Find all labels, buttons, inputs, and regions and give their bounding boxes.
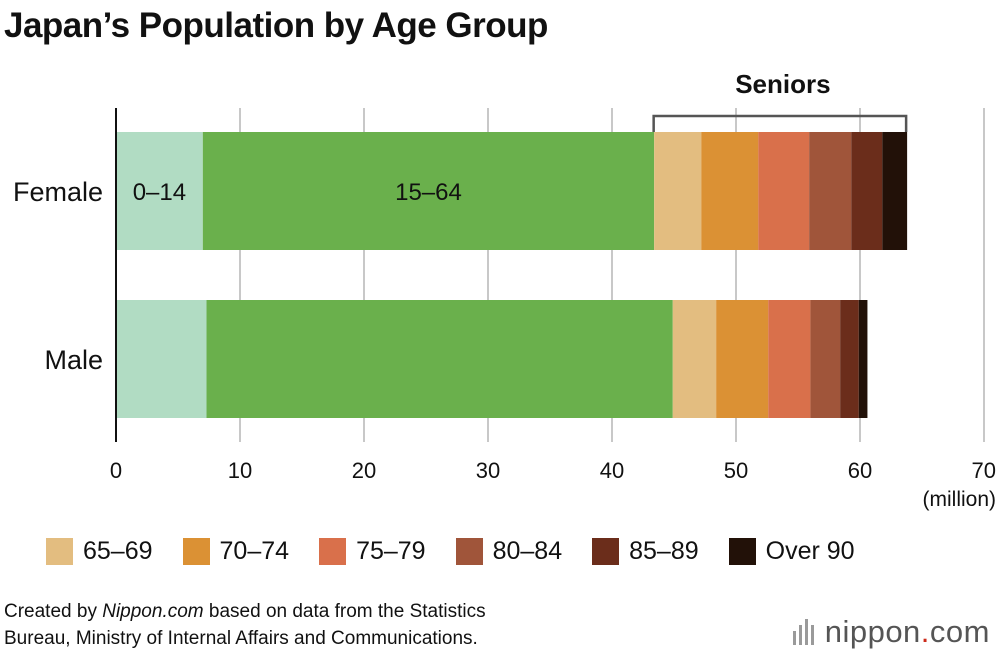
bar-male-5 xyxy=(810,300,841,418)
legend: 65–69 70–74 75–79 80–84 85–89 Over 90 xyxy=(46,537,885,566)
logo-tld: com xyxy=(929,614,990,649)
legend-item: Over 90 xyxy=(728,537,855,566)
legend-label: 65–69 xyxy=(83,537,153,565)
bar-female-4 xyxy=(758,132,810,250)
source-note: Created by Nippon.com based on data from… xyxy=(4,598,486,652)
source-line-2: Bureau, Ministry of Internal Affairs and… xyxy=(4,628,478,649)
source-prefix: Created by xyxy=(4,601,103,622)
legend-swatch xyxy=(319,538,347,565)
bar-female-7 xyxy=(882,132,908,250)
x-tick-50: 50 xyxy=(724,458,748,483)
legend-item: 80–84 xyxy=(455,537,563,566)
legend-label: 85–89 xyxy=(629,537,699,565)
category-label-female: Female xyxy=(13,177,103,207)
bar-female-6 xyxy=(851,132,883,250)
legend-item: 65–69 xyxy=(46,537,153,566)
bar-male-7 xyxy=(858,300,868,418)
bracket-label: Seniors xyxy=(735,69,830,99)
bars xyxy=(116,132,908,418)
legend-item: 75–79 xyxy=(319,537,426,566)
nippon-logo: nippon. com xyxy=(792,614,990,650)
x-tick-20: 20 xyxy=(352,458,376,483)
bar-male-6 xyxy=(840,300,859,418)
legend-label: 70–74 xyxy=(219,537,290,565)
x-tick-10: 10 xyxy=(228,458,252,483)
chart-svg: Female Male 0 10 20 30 40 50 60 70 (million) 0–14… xyxy=(13,69,996,511)
bar-male-0 xyxy=(116,300,207,418)
y-axis: Female Male xyxy=(13,108,117,442)
seniors-bracket: Seniors xyxy=(652,69,908,132)
x-tick-0: 0 xyxy=(110,458,122,483)
source-rest: based on data from the Statistics xyxy=(203,601,486,622)
inbar-label-15-64: 15–64 xyxy=(395,179,462,206)
bar-female-2 xyxy=(654,132,702,250)
logo-name: nippon xyxy=(824,614,921,649)
category-label-male: Male xyxy=(44,345,103,375)
bar-male-2 xyxy=(672,300,717,418)
logo-dot: . xyxy=(920,614,930,649)
x-tick-60: 60 xyxy=(848,458,872,483)
bar-female-1 xyxy=(202,132,655,250)
legend-label: Over 90 xyxy=(765,537,855,565)
in-bar-labels: 0–14 15–64 xyxy=(133,179,462,206)
legend-item: 85–89 xyxy=(592,537,699,566)
bar-female-5 xyxy=(809,132,852,250)
legend-item: 70–74 xyxy=(182,537,290,566)
bar-male-3 xyxy=(716,300,769,418)
x-tick-40: 40 xyxy=(600,458,624,483)
logo-bars-icon xyxy=(792,619,817,645)
bar-male-4 xyxy=(768,300,811,418)
legend-swatch xyxy=(592,538,620,565)
bracket-line xyxy=(652,114,908,132)
legend-swatch xyxy=(182,538,210,565)
legend-swatch xyxy=(46,538,73,565)
legend-swatch xyxy=(728,538,756,565)
inbar-label-0-14: 0–14 xyxy=(133,179,186,206)
source-site: Nippon.com xyxy=(102,601,204,622)
x-unit-label: (million) xyxy=(923,488,997,511)
bar-male-1 xyxy=(206,300,673,418)
legend-swatch xyxy=(455,538,483,565)
bar-female-3 xyxy=(701,132,759,250)
x-tick-30: 30 xyxy=(476,458,500,483)
x-tick-labels: 0 10 20 30 40 50 60 70 (million) xyxy=(110,458,996,511)
legend-label: 80–84 xyxy=(492,537,563,565)
x-tick-70: 70 xyxy=(972,458,996,483)
legend-label: 75–79 xyxy=(356,537,426,565)
bar-female-0 xyxy=(116,132,203,250)
chart-title: Japan’s Population by Age Group xyxy=(4,6,548,45)
